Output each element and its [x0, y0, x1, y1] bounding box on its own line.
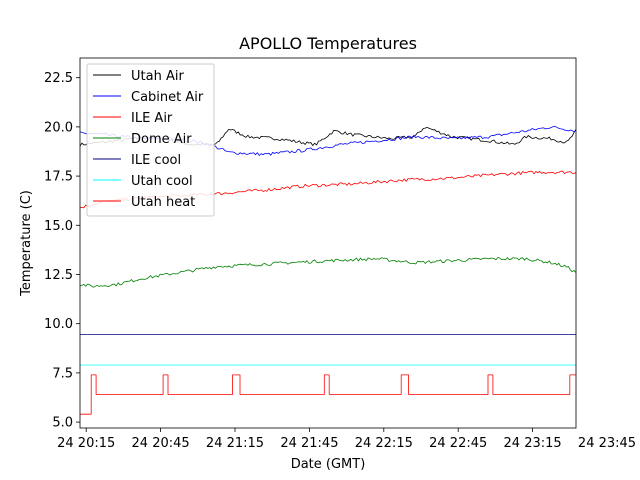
y-tick-label: 10.0	[44, 317, 73, 332]
x-tick-label: 24 22:45	[429, 436, 487, 451]
legend-label: Cabinet Air	[131, 90, 204, 105]
y-tick-label: 15.0	[44, 219, 73, 234]
series-line-dome-air	[79, 257, 577, 288]
legend-label: Utah Air	[131, 69, 184, 84]
x-tick-label: 24 21:45	[280, 436, 338, 451]
y-tick-label: 7.5	[52, 366, 73, 381]
plot-frame	[79, 57, 577, 429]
legend-label: ILE Air	[131, 111, 173, 126]
x-axis-label: Date (GMT)	[291, 457, 366, 472]
legend: Utah Air Cabinet Air ILE Air Dome Air ILE co…	[86, 63, 215, 217]
y-tick-label: 20.0	[44, 120, 73, 135]
x-tick-label: 24 20:15	[57, 436, 115, 451]
x-tick-label: 24 22:15	[355, 436, 413, 451]
legend-label: Utah heat	[131, 195, 195, 210]
x-axis-ticks: 24 20:15 24 20:45 24 21:15 24 21:45 24 22:15…	[57, 428, 636, 451]
x-tick-label: 24 23:15	[504, 436, 562, 451]
y-axis-label: Temperature (C)	[19, 190, 34, 297]
legend-label: ILE cool	[131, 153, 181, 168]
y-tick-label: 5.0	[52, 416, 73, 431]
legend-label: Utah cool	[131, 174, 193, 189]
y-axis-ticks: 5.0 7.5 10.0 12.5 15.0 17.5 20.0 22.5	[44, 71, 80, 431]
x-tick-label: 24 21:15	[206, 436, 264, 451]
y-tick-label: 12.5	[44, 268, 73, 283]
y-tick-label: 17.5	[44, 170, 73, 185]
chart-title: APOLLO Temperatures	[239, 34, 417, 53]
y-tick-label: 22.5	[44, 71, 73, 86]
x-tick-label: 24 23:45	[578, 436, 636, 451]
x-tick-label: 24 20:45	[132, 436, 190, 451]
legend-label: Dome Air	[131, 132, 192, 147]
legend-frame	[86, 63, 215, 217]
series-line-utah-heat	[80, 374, 576, 415]
